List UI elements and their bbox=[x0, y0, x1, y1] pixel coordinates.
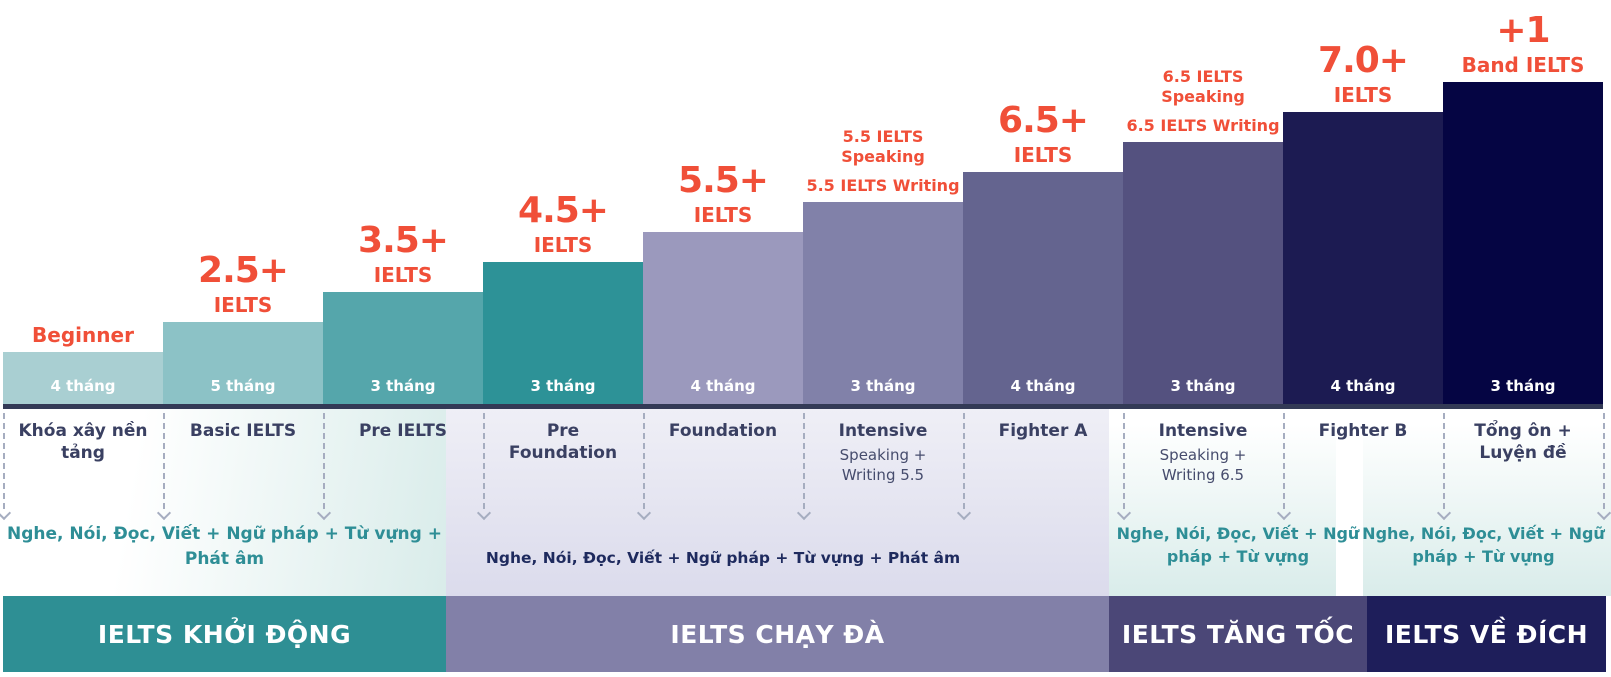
target-exam: IELTS bbox=[1333, 83, 1393, 107]
target-skill-line: 5.5 IELTS Writing bbox=[806, 176, 960, 195]
duration-label: 4 tháng bbox=[1330, 377, 1396, 395]
target-exam: Band IELTS bbox=[1461, 53, 1585, 77]
duration-label: 3 tháng bbox=[370, 377, 436, 395]
target-score: +1 bbox=[1496, 10, 1550, 52]
target-label-3: 3.5+ IELTS bbox=[323, 221, 483, 286]
phase4-label-background bbox=[1363, 409, 1611, 596]
step-bar-6: 3 tháng bbox=[803, 202, 963, 404]
course-name-1: Khóa xây nền tảng bbox=[18, 421, 148, 464]
phase-band-2: IELTS CHẠY ĐÀ bbox=[446, 596, 1109, 672]
phase-label: IELTS TĂNG TỐC bbox=[1121, 619, 1355, 649]
target-skill-line: Speaking bbox=[1161, 87, 1245, 106]
divider-arrow-icon bbox=[803, 413, 805, 509]
duration-label: 4 tháng bbox=[1010, 377, 1076, 395]
target-label-6: 5.5 IELTS Speaking 5.5 IELTS Writing bbox=[803, 127, 963, 196]
baseline-rule bbox=[3, 404, 1603, 409]
target-score: 7.0+ bbox=[1318, 40, 1409, 82]
step-bar-4: 3 tháng bbox=[483, 262, 643, 404]
phase4-skills: Nghe, Nói, Đọc, Viết + Ngữ pháp + Từ vựn… bbox=[1362, 524, 1605, 567]
duration-label: 4 tháng bbox=[690, 377, 756, 395]
course-name-2: Basic IELTS bbox=[189, 421, 297, 441]
course-name-6: Intensive Speaking + Writing 5.5 bbox=[803, 420, 963, 486]
phase-band-3: IELTS TĂNG TỐC bbox=[1109, 596, 1367, 672]
duration-label: 3 tháng bbox=[1170, 377, 1236, 395]
divider-arrow-icon bbox=[643, 413, 645, 509]
target-exam: IELTS bbox=[373, 263, 433, 287]
target-exam: IELTS bbox=[533, 233, 593, 257]
course-subtitle: Speaking + Writing 5.5 bbox=[839, 446, 927, 485]
duration-label: 4 tháng bbox=[50, 377, 116, 395]
target-label-10: +1 Band IELTS bbox=[1443, 11, 1603, 76]
target-score: 3.5+ bbox=[358, 220, 449, 262]
target-skill-line: 5.5 IELTS bbox=[842, 127, 924, 146]
divider-arrow-icon bbox=[323, 413, 325, 509]
step-bar-7: 4 tháng bbox=[963, 172, 1123, 404]
target-exam: IELTS bbox=[693, 203, 753, 227]
step-bar-10: 3 tháng bbox=[1443, 82, 1603, 404]
phase3-label-background bbox=[1109, 409, 1336, 596]
phase1-skills: Nghe, Nói, Đọc, Viết + Ngữ pháp + Từ vựn… bbox=[7, 524, 442, 569]
target-label-2: 2.5+ IELTS bbox=[163, 251, 323, 316]
target-level: Beginner bbox=[32, 323, 134, 347]
course-name-5: Foundation bbox=[668, 421, 778, 441]
target-label-7: 6.5+ IELTS bbox=[963, 101, 1123, 166]
course-name-4: Pre Foundation bbox=[508, 421, 618, 464]
step-bar-8: 3 tháng bbox=[1123, 142, 1283, 404]
target-score: 5.5+ bbox=[678, 160, 769, 202]
divider-arrow-icon bbox=[963, 413, 965, 509]
phase1-label-background bbox=[0, 409, 446, 596]
course-name-9: Fighter B bbox=[1318, 421, 1408, 441]
course-name-10: Tổng ôn + Luyện đề bbox=[1474, 421, 1572, 464]
step-bar-9: 4 tháng bbox=[1283, 112, 1443, 404]
phase2-skills: Nghe, Nói, Đọc, Viết + Ngữ pháp + Từ vựn… bbox=[485, 549, 961, 567]
duration-label: 3 tháng bbox=[850, 377, 916, 395]
phase2-label-background bbox=[446, 409, 1109, 596]
divider-arrow-icon bbox=[1283, 413, 1285, 509]
step-bar-5: 4 tháng bbox=[643, 232, 803, 404]
course-name-3: Pre IELTS bbox=[358, 421, 448, 441]
target-score: 6.5+ bbox=[998, 100, 1089, 142]
course-subtitle: Speaking + Writing 6.5 bbox=[1159, 446, 1247, 485]
phase-band-4: IELTS VỀ ĐÍCH bbox=[1367, 596, 1606, 672]
divider-arrow-icon bbox=[1443, 413, 1445, 509]
course-name-8: Intensive Speaking + Writing 6.5 bbox=[1123, 420, 1283, 486]
target-label-9: 7.0+ IELTS bbox=[1283, 41, 1443, 106]
target-label-5: 5.5+ IELTS bbox=[643, 161, 803, 226]
target-skill-line: Speaking bbox=[841, 147, 925, 166]
step-bar-1: 4 tháng bbox=[3, 352, 163, 404]
step-bar-2: 5 tháng bbox=[163, 322, 323, 404]
target-label-1: Beginner bbox=[3, 321, 163, 346]
phase3-skills: Nghe, Nói, Đọc, Viết + Ngữ pháp + Từ vựn… bbox=[1116, 524, 1360, 567]
target-exam: IELTS bbox=[1013, 143, 1073, 167]
duration-label: 3 tháng bbox=[530, 377, 596, 395]
target-skill-line: 6.5 IELTS bbox=[1162, 67, 1244, 86]
duration-label: 5 tháng bbox=[210, 377, 276, 395]
course-name-7: Fighter A bbox=[998, 421, 1088, 441]
divider-arrow-icon bbox=[1603, 413, 1605, 509]
target-label-8: 6.5 IELTS Speaking 6.5 IELTS Writing bbox=[1123, 67, 1283, 136]
target-skill-line: 6.5 IELTS Writing bbox=[1126, 116, 1280, 135]
divider-arrow-icon bbox=[483, 413, 485, 509]
target-label-4: 4.5+ IELTS bbox=[483, 191, 643, 256]
duration-label: 3 tháng bbox=[1490, 377, 1556, 395]
phase-band-1: IELTS KHỞI ĐỘNG bbox=[3, 596, 446, 672]
divider-arrow-icon bbox=[1123, 413, 1125, 509]
phase-label: IELTS VỀ ĐÍCH bbox=[1384, 619, 1589, 649]
step-bar-3: 3 tháng bbox=[323, 292, 483, 404]
divider-arrow-icon bbox=[163, 413, 165, 509]
target-score: 4.5+ bbox=[518, 190, 609, 232]
phase-label: IELTS CHẠY ĐÀ bbox=[670, 619, 885, 649]
divider-arrow-icon bbox=[3, 413, 5, 509]
target-score: 2.5+ bbox=[198, 250, 289, 292]
phase-label: IELTS KHỞI ĐỘNG bbox=[97, 619, 352, 649]
target-exam: IELTS bbox=[213, 293, 273, 317]
